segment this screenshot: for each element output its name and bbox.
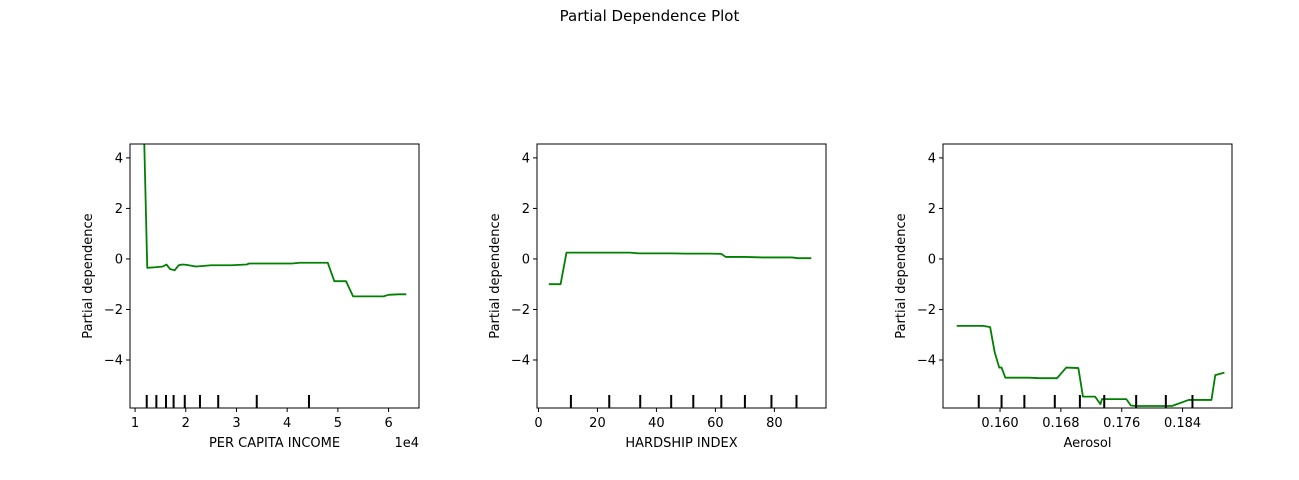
y-tick-label: 0 [115,252,123,267]
y-tick-label: −2 [104,303,123,318]
y-axis-label: Partial dependence [81,213,96,338]
plot-panels: 1 2 3 4 5 6 −4 −2 0 2 4 PER CAPITA INCOME Partial de… [81,143,1233,451]
x-offset-text: 1e4 [394,436,419,451]
y-tick-label: −2 [511,303,530,318]
x-axis-label: HARDSHIP INDEX [625,436,737,451]
axes-frame [536,143,827,409]
figure-title: Partial Dependence Plot [560,7,740,25]
y-tick-label: 0 [522,252,530,267]
partial-dependence-line [956,324,1225,407]
y-tick-label: 2 [522,202,530,217]
axes-frame [129,143,420,409]
y-tick-label: −4 [917,354,936,369]
pdp-panel-3: 0.160 0.168 0.176 0.184 −4 −2 0 2 4 Aerosol Partia… [894,143,1233,451]
y-tick-label: 4 [928,151,936,166]
y-tick-label: 4 [115,151,123,166]
x-tick-label: 0.184 [1164,416,1201,431]
y-tick-label: 2 [115,202,123,217]
y-axis-label: Partial dependence [894,213,909,338]
y-tick-label: −4 [511,354,530,369]
x-tick-label: 0.176 [1103,416,1140,431]
x-tick-label: 0.168 [1042,416,1079,431]
x-tick-label: 80 [766,416,783,431]
x-axis-label: PER CAPITA INCOME [209,436,340,451]
partial-dependence-line [548,251,812,286]
x-tick-label: 0.160 [981,416,1018,431]
y-tick-label: −2 [917,303,936,318]
x-tick-label: 20 [589,416,606,431]
y-tick-label: 0 [928,252,936,267]
x-tick-label: 4 [283,416,291,431]
y-tick-label: 4 [522,151,530,166]
x-tick-label: 40 [648,416,665,431]
x-tick-label: 5 [334,416,342,431]
x-axis-label: Aerosol [1063,436,1111,451]
x-tick-label: 2 [182,416,190,431]
y-tick-label: 2 [928,202,936,217]
pdp-panel-2: 0 20 40 60 80 −4 −2 0 2 4 HARDSHIP INDEX Partial de… [488,143,827,451]
x-tick-label: 3 [232,416,240,431]
x-tick-label: 0 [534,416,542,431]
x-tick-label: 6 [384,416,392,431]
y-axis-label: Partial dependence [488,213,503,338]
x-tick-label: 1 [131,416,139,431]
axes-frame [942,143,1233,409]
partial-dependence-line [143,144,407,298]
y-tick-label: −4 [104,354,123,369]
x-tick-label: 60 [707,416,724,431]
pdp-panel-1: 1 2 3 4 5 6 −4 −2 0 2 4 PER CAPITA INCOME Partial de… [81,143,420,451]
